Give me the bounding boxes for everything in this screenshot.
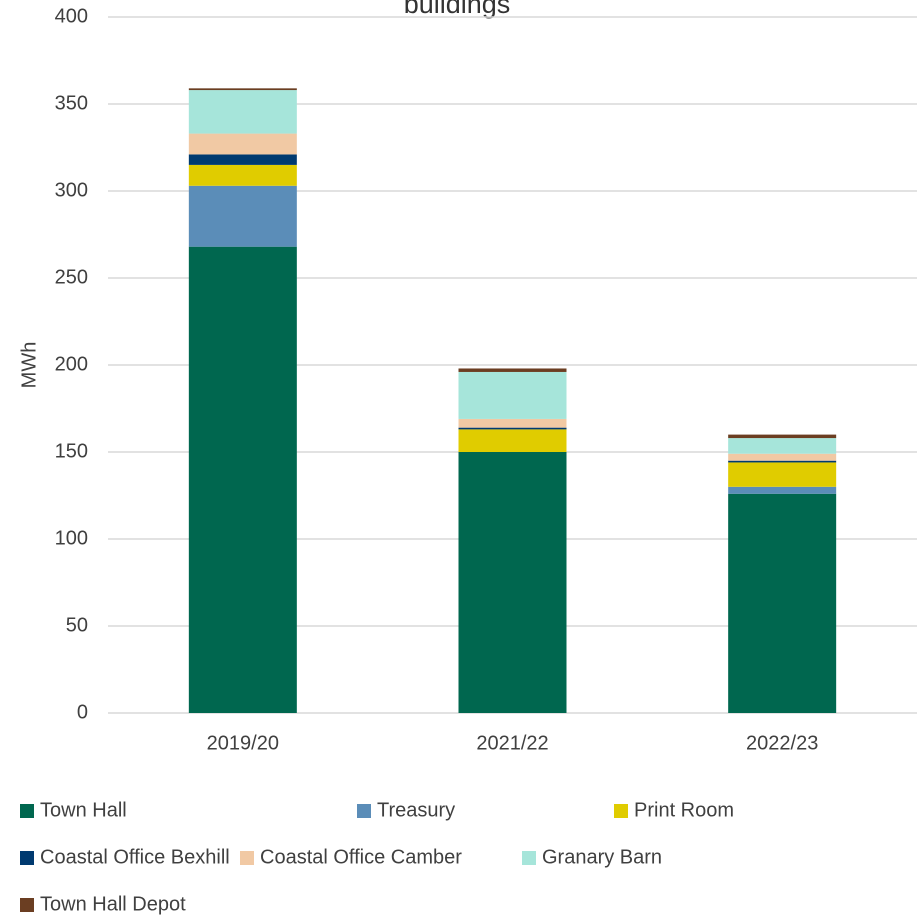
y-tick-label: 400: [55, 5, 88, 27]
y-tick-label: 300: [55, 179, 88, 201]
y-tick-label: 200: [55, 353, 88, 375]
bar-segment: [458, 427, 567, 430]
bar-segment: [188, 185, 297, 247]
bar-segment: [728, 434, 837, 439]
legend-label: Town Hall Depot: [40, 893, 186, 915]
bar-segment: [188, 133, 297, 155]
bar-segment: [458, 368, 567, 372]
legend-swatch: [20, 851, 34, 865]
y-tick-label: 150: [55, 440, 88, 462]
bar-segment: [728, 462, 837, 487]
x-tick-label: 2021/22: [476, 732, 548, 754]
legend-label: Town Hall: [40, 799, 127, 821]
legend-label: Print Room: [634, 799, 734, 821]
bar-segment: [458, 429, 567, 452]
y-tick-label: 350: [55, 92, 88, 114]
legend-swatch: [240, 851, 254, 865]
bar-segment: [188, 90, 297, 134]
legend-label: Coastal Office Camber: [260, 846, 462, 868]
bar-segment: [188, 246, 297, 713]
bar-segment: [188, 154, 297, 165]
legend-swatch: [522, 851, 536, 865]
y-axis-label: MWh: [18, 342, 40, 389]
bar-segment: [458, 452, 567, 713]
y-tick-label: 0: [77, 701, 88, 723]
x-tick-label: 2019/20: [207, 732, 279, 754]
bar-segment: [728, 493, 837, 713]
y-tick-label: 250: [55, 266, 88, 288]
x-tick-label: 2022/23: [746, 732, 818, 754]
legend-label: Coastal Office Bexhill: [40, 846, 230, 868]
legend-swatch: [614, 804, 628, 818]
legend-swatch: [20, 804, 34, 818]
bar-segment: [728, 460, 837, 463]
y-tick-label: 100: [55, 527, 88, 549]
bar-segment: [458, 371, 567, 419]
bar-segment: [188, 164, 297, 186]
legend-label: Treasury: [377, 799, 455, 821]
bar-segment: [728, 453, 837, 461]
legend-swatch: [20, 898, 34, 912]
bar-segment: [188, 88, 297, 91]
chart-title: buildings: [404, 0, 511, 19]
bar-segment: [458, 418, 567, 428]
y-tick-label: 50: [66, 614, 88, 636]
legend-swatch: [357, 804, 371, 818]
bar-segment: [728, 486, 837, 494]
bar-segment: [728, 438, 837, 454]
legend-label: Granary Barn: [542, 846, 662, 868]
